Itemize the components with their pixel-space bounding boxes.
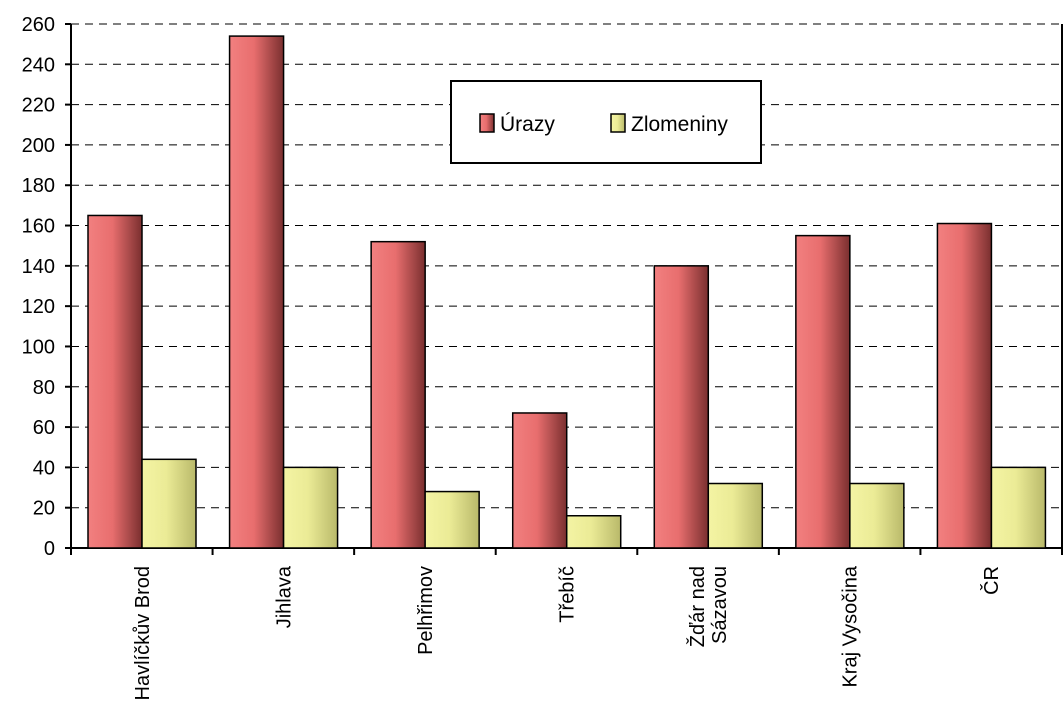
bar-zlomeniny-1 [282,466,339,549]
x-category-label-3: Třebíč [557,566,579,623]
x-category-label-1: Jihlava [273,565,295,628]
y-tick-label-260: 260 [22,14,55,36]
x-category-label-0: Havlíčkův Brod [132,566,154,701]
y-tick-label-180: 180 [22,175,55,197]
legend-label-urazy: Úrazy [500,113,555,136]
y-tick-label-200: 200 [22,135,55,157]
bar-zlomeniny-3 [565,515,622,549]
bar-urazy-1 [228,35,285,549]
bar-urazy-5 [795,234,851,549]
bar-zlomeniny-4 [707,482,764,549]
x-category-label-4-line-1: Sázavou [709,566,731,644]
y-tick-label-80: 80 [33,377,55,399]
x-category-label-4-line-0: Žďár nad [686,566,709,647]
y-tick-label-40: 40 [33,457,55,479]
x-category-label-5: Kraj Vysočina [840,565,862,687]
bars [87,35,1047,549]
bar-urazy-2 [370,240,426,549]
y-tick-label-0: 0 [44,538,55,560]
y-tick-label-100: 100 [22,336,55,358]
legend-label-zlomeniny: Zlomeniny [631,113,728,136]
x-category-label-6: ČR [980,566,1003,595]
bar-zlomeniny-6 [990,466,1047,549]
y-tick-label-160: 160 [22,216,55,238]
bar-urazy-6 [936,222,993,549]
x-tick-labels: Havlíčkův Brod Jihlava Pelhřimov Třebíč Žďár… [132,565,1003,700]
legend-swatch-zlomeniny [610,113,626,133]
bar-urazy-0 [87,214,143,549]
y-tick-label-220: 220 [22,95,55,117]
bar-zlomeniny-5 [849,482,905,549]
y-tick-label-20: 20 [33,498,55,520]
legend-swatch-urazy [479,113,495,133]
y-tick-label-240: 240 [22,54,55,76]
y-tick-label-140: 140 [22,256,55,278]
y-tick-label-120: 120 [22,296,55,318]
x-category-label-2: Pelhřimov [415,566,437,655]
legend: Úrazy Zlomeniny [450,80,762,164]
legend-box [450,80,762,164]
bar-zlomeniny-0 [141,458,197,549]
bar-zlomeniny-2 [424,490,480,549]
bar-urazy-3 [511,412,568,549]
y-tick-label-60: 60 [33,417,55,439]
y-tick-labels: 0 20 40 60 80 100 120 140 160 180 200 220 240 260 [22,14,55,560]
bar-urazy-4 [653,265,710,549]
